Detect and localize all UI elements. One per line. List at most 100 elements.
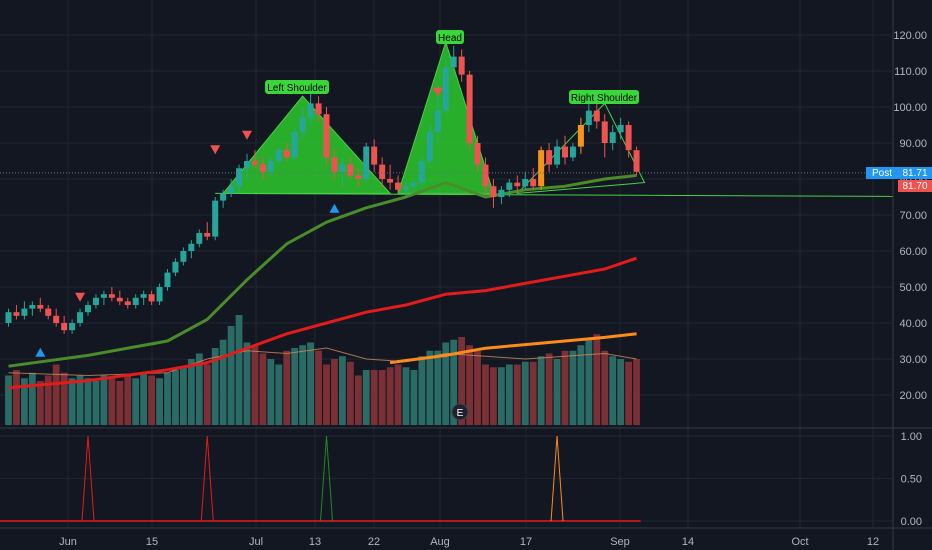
volume-bar [203, 364, 211, 425]
volume-bar [172, 370, 179, 425]
time-tick-label: 15 [146, 536, 158, 548]
buy-signal-marker [329, 203, 340, 213]
volume-bar [418, 356, 426, 425]
time-tick-label: 13 [309, 536, 321, 548]
left-shoulder-badge: Left Shoulder [265, 80, 329, 94]
candle-body [514, 182, 521, 187]
candle-body [490, 186, 497, 197]
candle-body [13, 312, 20, 316]
volume-bar [68, 378, 76, 425]
volume-bar [505, 364, 513, 425]
volume-bar [76, 375, 84, 425]
candle-body [363, 146, 370, 179]
volume-bar [529, 361, 537, 425]
candle-body [156, 287, 163, 302]
volume-bar [211, 348, 219, 425]
volume-bar [156, 378, 163, 425]
price-tick-label: 30.00 [899, 354, 927, 366]
volume-bar [13, 370, 20, 425]
volume-bar [307, 342, 314, 425]
price-tick-label: 110.00 [894, 66, 927, 78]
volume-bar [426, 350, 434, 425]
candle-body [601, 121, 608, 143]
candle-body [474, 143, 481, 165]
indicator-tick-label: 0.00 [901, 516, 922, 528]
volume-bar [410, 370, 418, 425]
candle-body [315, 103, 322, 115]
time-tick-label: Jul [249, 536, 263, 548]
candle-body [538, 150, 545, 187]
candle-body [172, 261, 179, 273]
candle-body [124, 301, 131, 305]
volume-bar [466, 345, 473, 425]
volume-bar [513, 364, 521, 425]
candle-body [617, 125, 624, 133]
candle-body [585, 110, 592, 125]
candle-body [5, 312, 12, 323]
candle-body [577, 125, 584, 147]
volume-bar [370, 370, 378, 425]
volume-bar [585, 339, 593, 425]
volume-bar [108, 378, 116, 425]
price-tick-label: 40.00 [899, 318, 927, 330]
volume-bar [577, 345, 585, 425]
candle-body [77, 312, 84, 323]
earnings-marker[interactable]: E [451, 403, 469, 421]
volume-bar [593, 334, 601, 425]
candle-body [562, 146, 568, 158]
candle-body [379, 164, 386, 179]
candle-body [371, 146, 378, 165]
candle-body [45, 308, 52, 316]
volume-bar [346, 361, 354, 425]
volume-bar [561, 350, 569, 425]
volume-bar [386, 367, 394, 425]
volume-bar [84, 378, 92, 425]
indicator-spike [550, 435, 564, 522]
volume-bar [251, 345, 259, 425]
candle-body [482, 164, 489, 187]
candle-body [569, 146, 576, 158]
candle-body [132, 297, 139, 305]
volume-bar [537, 356, 545, 425]
candle-body [307, 103, 314, 118]
candle-body [267, 161, 274, 172]
candle-body [609, 132, 616, 143]
candle-body [204, 233, 211, 237]
candle-body [164, 272, 171, 287]
volume-bar [5, 375, 12, 425]
candle-body [196, 233, 203, 244]
volume-bar [545, 353, 553, 425]
volume-bar [323, 364, 330, 425]
left-shoulder-label: Left Shoulder [267, 83, 327, 94]
time-tick-label: 17 [520, 536, 532, 548]
volume-bar [28, 372, 36, 425]
volume-bar [331, 359, 338, 425]
volume-bar [180, 367, 187, 425]
candle-body [291, 132, 298, 158]
candle-body [299, 117, 306, 133]
head-label: Head [438, 33, 462, 44]
right-shoulder-label: Right Shoulder [571, 93, 638, 104]
indicator-panel [0, 435, 641, 522]
candle-body [53, 315, 60, 323]
head-badge: Head [436, 30, 464, 44]
volume-bar [299, 345, 307, 425]
candle-body [625, 125, 632, 151]
candle-body [554, 146, 561, 165]
volume-bar [116, 381, 124, 425]
volume-bar [195, 353, 203, 425]
candle-body [108, 294, 115, 298]
candle-body [418, 161, 425, 183]
volume-bar [354, 375, 362, 425]
price-tick-label: 90.00 [899, 138, 927, 150]
candle-body [236, 168, 243, 187]
time-tick-label: Oct [791, 536, 808, 548]
candle-body [434, 110, 441, 133]
sell-signal-marker [242, 130, 252, 140]
pattern-triangle [516, 102, 646, 195]
volume-bar [633, 359, 640, 425]
volume-bar [601, 350, 609, 425]
candle-body [546, 150, 553, 165]
